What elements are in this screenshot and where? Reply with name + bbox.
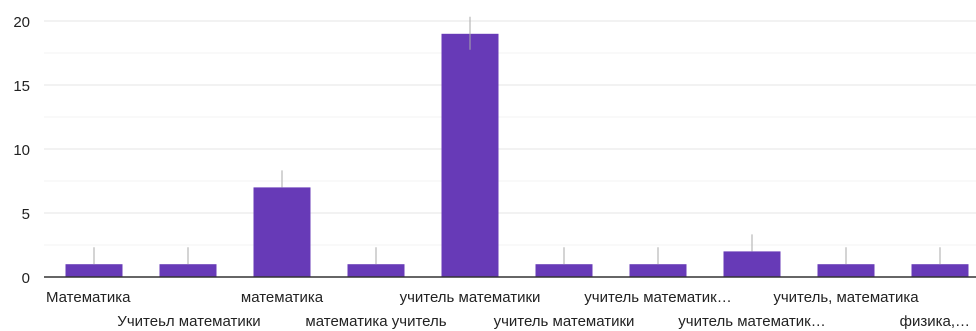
bar: [535, 264, 593, 277]
y-tick-label: 10: [13, 142, 30, 159]
x-category-label: математика учитель: [305, 313, 446, 330]
bar: [723, 251, 781, 277]
y-tick-label: 0: [22, 270, 30, 287]
y-tick-label: 15: [13, 78, 30, 95]
x-category-label: физика,…: [900, 313, 970, 330]
y-tick-label: 20: [13, 14, 30, 31]
x-category-label: Математика: [46, 289, 131, 306]
x-axis-labels: Математика Учитеьл математики математика…: [46, 289, 970, 330]
bar: [441, 33, 499, 277]
x-category-label: учитель математик…: [678, 313, 825, 330]
x-category-label: учитель математики: [494, 313, 635, 330]
bar: [253, 187, 311, 277]
bar: [65, 264, 123, 277]
x-category-label: математика: [241, 289, 324, 306]
bar: [817, 264, 875, 277]
x-category-label: Учитеьл математики: [117, 313, 260, 330]
bars: [65, 33, 969, 277]
x-category-label: учитель математик…: [584, 289, 731, 306]
bar: [911, 264, 969, 277]
error-lines: [93, 16, 941, 265]
x-category-label: учитель, математика: [773, 289, 919, 306]
y-tick-label: 5: [22, 206, 30, 223]
x-category-label: учитель математики: [400, 289, 541, 306]
y-axis-ticks: 0 5 10 15 20: [13, 14, 30, 287]
bar: [629, 264, 687, 277]
grid-lines: [44, 20, 976, 246]
bar: [347, 264, 405, 277]
bar: [159, 264, 217, 277]
